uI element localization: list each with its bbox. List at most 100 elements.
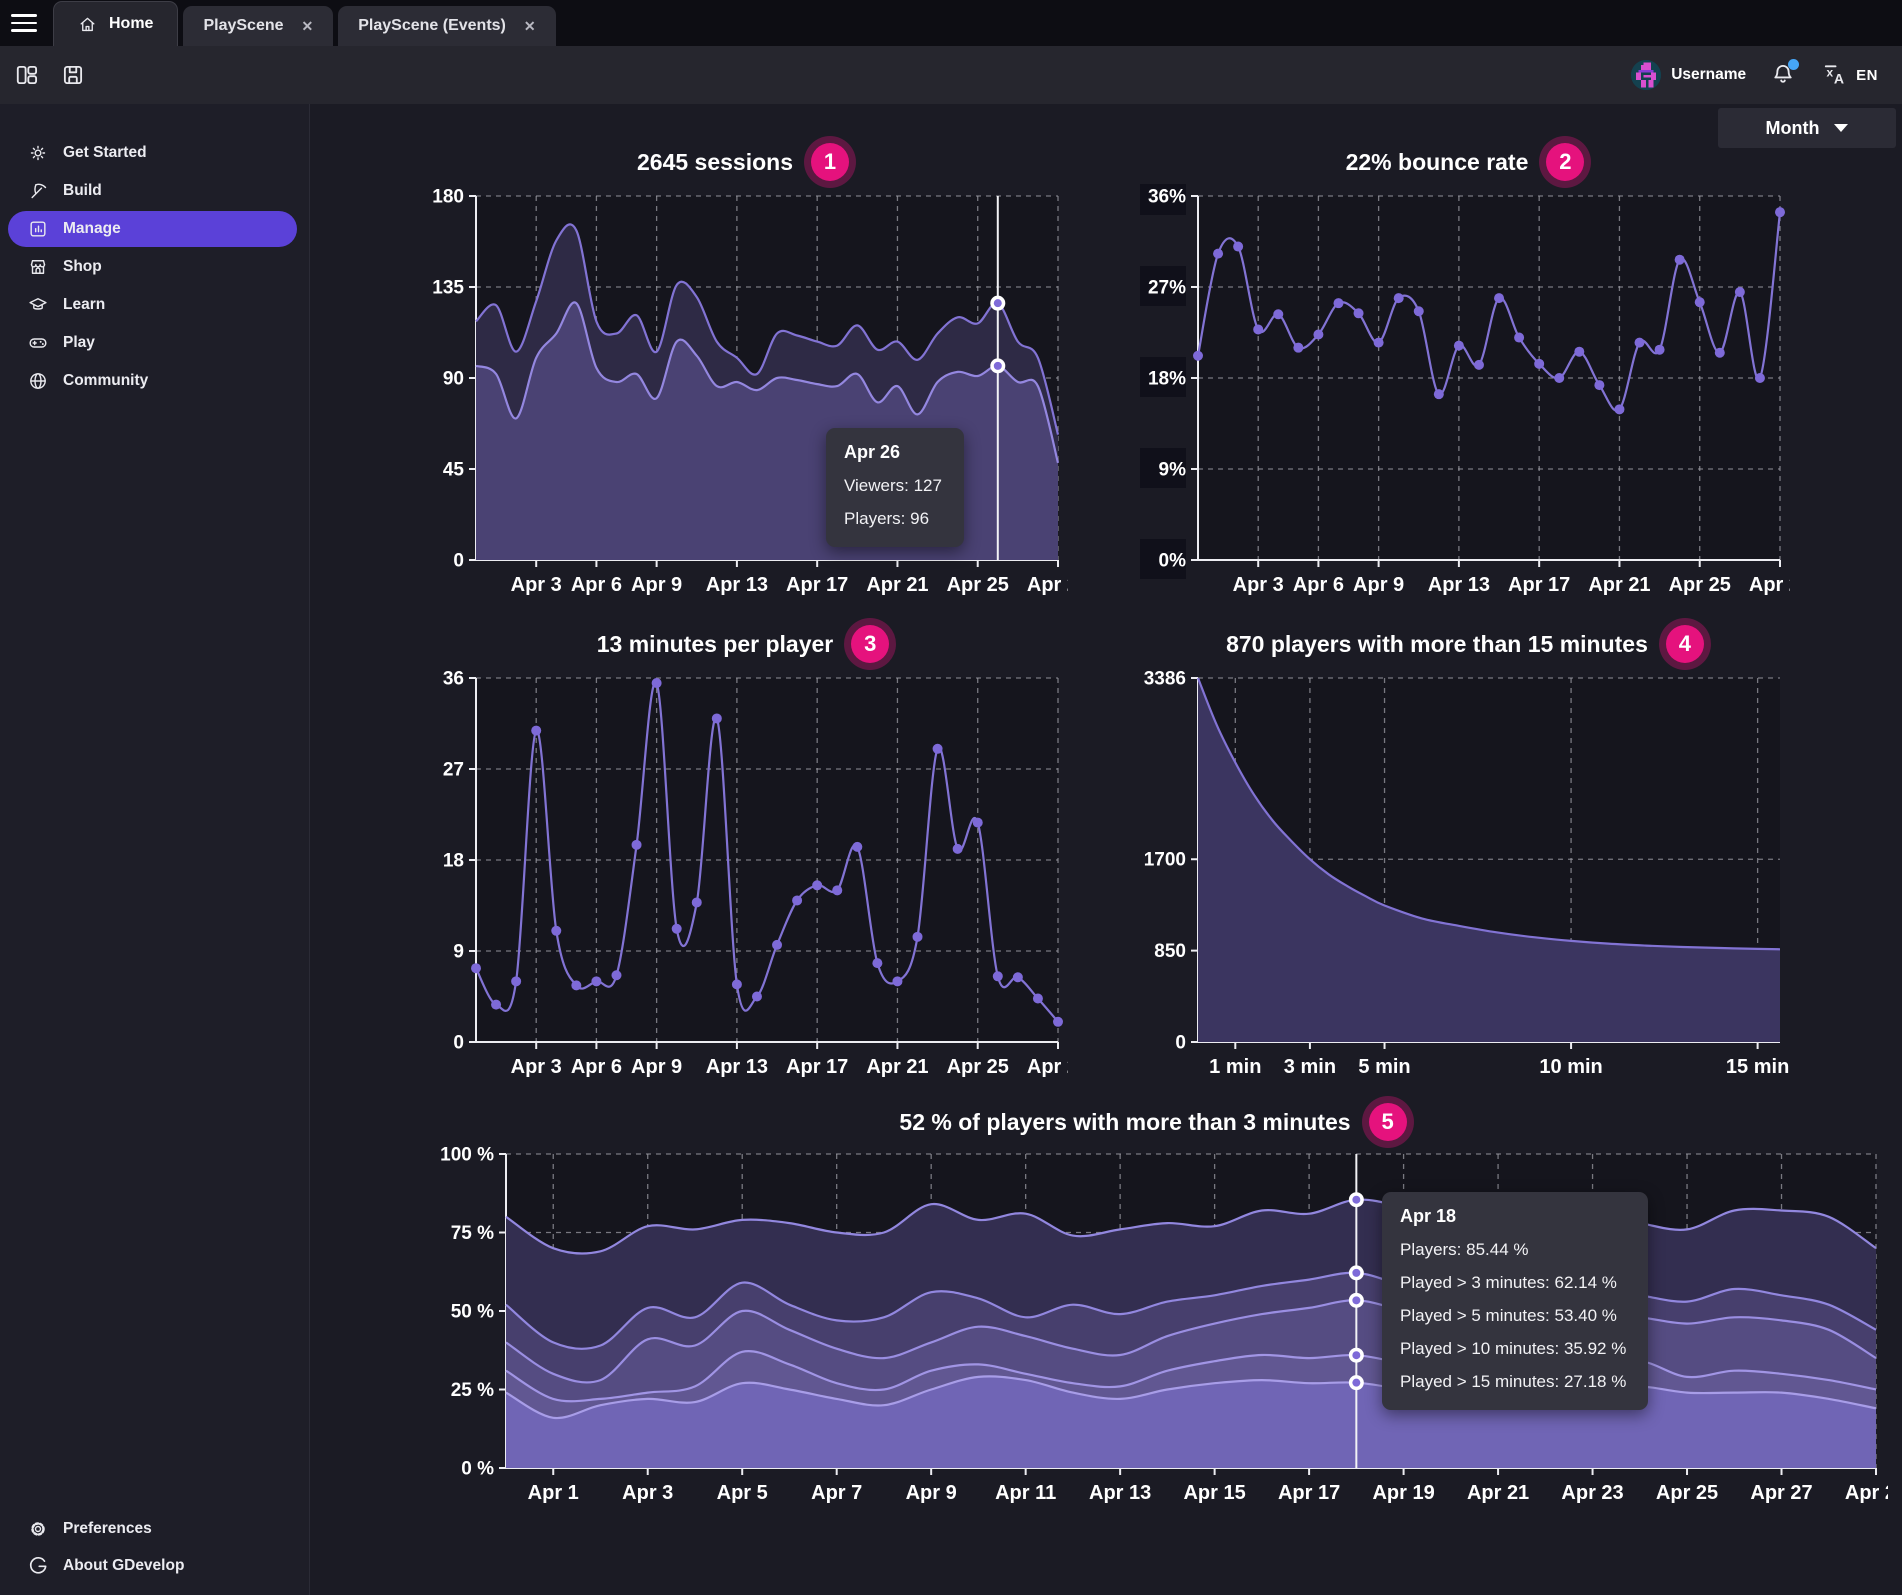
svg-text:27%: 27% <box>1148 278 1186 299</box>
svg-text:Apr 3: Apr 3 <box>622 1482 673 1504</box>
svg-text:Apr 21: Apr 21 <box>866 574 928 596</box>
svg-text:90: 90 <box>443 369 464 390</box>
svg-text:Apr 29: Apr 29 <box>1027 574 1068 596</box>
tooltip-line: Played > 5 minutes: 53.40 % <box>1400 1306 1617 1325</box>
svg-text:Apr 27: Apr 27 <box>1750 1482 1812 1504</box>
tab-label: PlayScene (Events) <box>358 17 506 34</box>
tab-bar: Home PlayScene ✕ PlayScene (Events) ✕ <box>0 0 1902 46</box>
step-badge-5: 5 <box>1368 1103 1407 1141</box>
sidebar-item-manage[interactable]: Manage <box>8 211 297 247</box>
svg-text:Apr 17: Apr 17 <box>786 574 848 596</box>
toolbar: Username x A EN <box>0 46 1902 104</box>
sidebar-item-shop[interactable]: Shop <box>8 249 297 285</box>
panels-layout-button[interactable] <box>14 62 40 88</box>
language-selector[interactable]: x A EN <box>1822 62 1878 88</box>
tab-playscene-events[interactable]: PlayScene (Events) ✕ <box>338 6 556 46</box>
chart-title: 870 players with more than 15 minutes <box>1226 630 1648 657</box>
footer-item-label: Preferences <box>63 1520 152 1537</box>
sidebar-item-label: Get Started <box>63 144 147 161</box>
svg-text:Apr 3: Apr 3 <box>1233 574 1284 596</box>
sidebar-item-label: Learn <box>63 296 106 313</box>
sessions-chart: 0 45 90 135 180 Apr 3 Apr 6 Apr 9 Apr 13 Apr 17 Ap… <box>432 187 1068 597</box>
period-dropdown[interactable]: Month <box>1718 108 1896 148</box>
sidebar-item-learn[interactable]: Learn <box>8 287 297 323</box>
storefront-icon <box>30 260 46 274</box>
notifications-button[interactable] <box>1770 59 1800 89</box>
preferences-button[interactable]: Preferences <box>8 1511 297 1547</box>
footer-item-label: About GDevelop <box>63 1557 185 1574</box>
svg-text:850: 850 <box>1154 941 1186 962</box>
svg-text:Apr 23: Apr 23 <box>1561 1482 1623 1504</box>
svg-text:Apr 11: Apr 11 <box>995 1482 1056 1504</box>
bounce-rate-chart: 0% 9% 18% 27% 36% Apr 3 Apr 6 Apr 9 Apr 13 Apr 17… <box>1140 184 1790 596</box>
sidebar-item-build[interactable]: Build <box>8 173 297 209</box>
sidebar-item-get-started[interactable]: Get Started <box>8 135 297 171</box>
svg-text:x: x <box>1827 66 1834 80</box>
players-duration-chart-card: 870 players with more than 15 minutes 4 … <box>1140 622 1790 1086</box>
svg-text:Apr 13: Apr 13 <box>1089 1482 1151 1504</box>
close-icon[interactable]: ✕ <box>523 17 536 34</box>
svg-text:1700: 1700 <box>1144 850 1186 871</box>
svg-text:0: 0 <box>453 551 464 572</box>
svg-text:Apr 5: Apr 5 <box>717 1482 768 1504</box>
svg-text:27: 27 <box>443 760 464 781</box>
svg-text:Apr 21: Apr 21 <box>866 1056 928 1078</box>
bar-chart-icon <box>30 221 46 237</box>
svg-text:75 %: 75 % <box>451 1223 494 1244</box>
bell-icon <box>1774 64 1792 83</box>
about-gdevelop-button[interactable]: About GDevelop <box>8 1548 297 1584</box>
svg-text:45: 45 <box>443 460 465 481</box>
svg-text:Apr 9: Apr 9 <box>631 574 682 596</box>
gdevelop-logo-icon <box>29 1557 47 1574</box>
svg-text:Apr 25: Apr 25 <box>1669 574 1731 596</box>
svg-text:Apr 9: Apr 9 <box>1353 574 1404 596</box>
step-badge-3: 3 <box>851 625 890 663</box>
language-code: EN <box>1856 66 1878 84</box>
svg-text:Apr 15: Apr 15 <box>1183 1482 1245 1504</box>
chart-tooltip: Apr 18 Players: 85.44 % Played > 3 minutes… <box>1382 1192 1649 1410</box>
svg-text:Apr 29: Apr 29 <box>1749 574 1790 596</box>
svg-text:25 %: 25 % <box>451 1380 494 1401</box>
tab-home[interactable]: Home <box>53 1 179 46</box>
svg-text:Apr 17: Apr 17 <box>1278 1482 1340 1504</box>
svg-text:Apr 13: Apr 13 <box>1428 574 1490 596</box>
translate-icon: x A <box>1825 65 1844 87</box>
svg-text:Apr 25: Apr 25 <box>1656 1482 1718 1504</box>
sidebar-item-label: Community <box>63 372 149 389</box>
sun-icon <box>30 145 46 161</box>
tab-playscene[interactable]: PlayScene ✕ <box>183 6 334 46</box>
svg-text:135: 135 <box>432 278 464 299</box>
menu-button[interactable] <box>0 0 48 46</box>
step-badge-1: 1 <box>811 143 849 181</box>
tooltip-line: Players: 96 <box>844 509 930 528</box>
tooltip-date: Apr 18 <box>1400 1206 1457 1226</box>
svg-text:Apr 3: Apr 3 <box>511 1056 562 1078</box>
svg-text:Apr 9: Apr 9 <box>631 1056 682 1078</box>
svg-text:15 min: 15 min <box>1726 1056 1789 1078</box>
svg-text:3 min: 3 min <box>1284 1056 1336 1078</box>
save-button[interactable] <box>60 62 86 88</box>
user-account-button[interactable]: Username <box>1631 60 1746 90</box>
gamepad-icon <box>29 338 47 348</box>
close-icon[interactable]: ✕ <box>301 17 314 34</box>
sidebar-item-play[interactable]: Play <box>8 325 297 361</box>
svg-text:Apr 6: Apr 6 <box>571 574 622 596</box>
retention-chart: 0 % 25 % 50 % 75 % 100 % Apr 1 Apr 3 Apr 5 Apr 7… <box>440 1145 1888 1505</box>
sessions-chart-card: 2645 sessions 1 0 45 90 135 180 Apr 3 Apr 6 Apr… <box>418 140 1068 604</box>
tooltip-date: Apr 26 <box>844 442 901 462</box>
step-badge-4: 4 <box>1665 625 1704 663</box>
svg-text:9%: 9% <box>1159 460 1187 481</box>
svg-text:Apr 29: Apr 29 <box>1845 1482 1888 1504</box>
period-label: Month <box>1765 117 1820 138</box>
retention-chart-card: 52 % of players with more than 3 minutes… <box>418 1100 1888 1514</box>
svg-text:Apr 13: Apr 13 <box>706 574 768 596</box>
svg-text:Apr 19: Apr 19 <box>1372 1482 1434 1504</box>
sidebar-item-community[interactable]: Community <box>8 363 297 399</box>
analytics-dashboard: Month 2645 sessions 1 0 45 90 135 180 Apr 3 Ap… <box>310 104 1902 1595</box>
chart-title: 52 % of players with more than 3 minutes <box>899 1108 1351 1135</box>
sidebar-item-label: Manage <box>63 220 121 237</box>
svg-text:Apr 6: Apr 6 <box>1293 574 1344 596</box>
svg-text:Apr 6: Apr 6 <box>571 1056 622 1078</box>
svg-text:Apr 21: Apr 21 <box>1467 1482 1529 1504</box>
